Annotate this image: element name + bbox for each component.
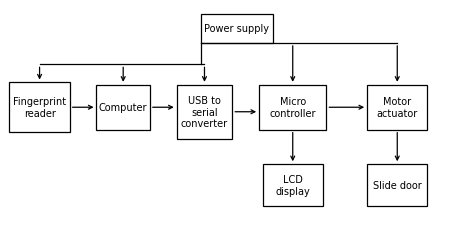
Text: USB to
serial
converter: USB to serial converter bbox=[181, 96, 228, 129]
Bar bbox=[97, 85, 150, 130]
Bar bbox=[177, 85, 232, 139]
Text: Computer: Computer bbox=[99, 103, 147, 113]
Bar bbox=[367, 85, 428, 130]
Bar bbox=[201, 15, 273, 44]
Bar bbox=[263, 164, 323, 206]
Text: Fingerprint
reader: Fingerprint reader bbox=[13, 97, 66, 119]
Bar bbox=[9, 83, 70, 132]
Text: Slide door: Slide door bbox=[373, 180, 422, 190]
Bar bbox=[259, 85, 327, 130]
Text: Power supply: Power supply bbox=[204, 24, 270, 34]
Text: LCD
display: LCD display bbox=[275, 174, 310, 196]
Bar bbox=[367, 164, 428, 206]
Text: Motor
actuator: Motor actuator bbox=[377, 97, 418, 119]
Text: Micro
controller: Micro controller bbox=[270, 97, 316, 119]
